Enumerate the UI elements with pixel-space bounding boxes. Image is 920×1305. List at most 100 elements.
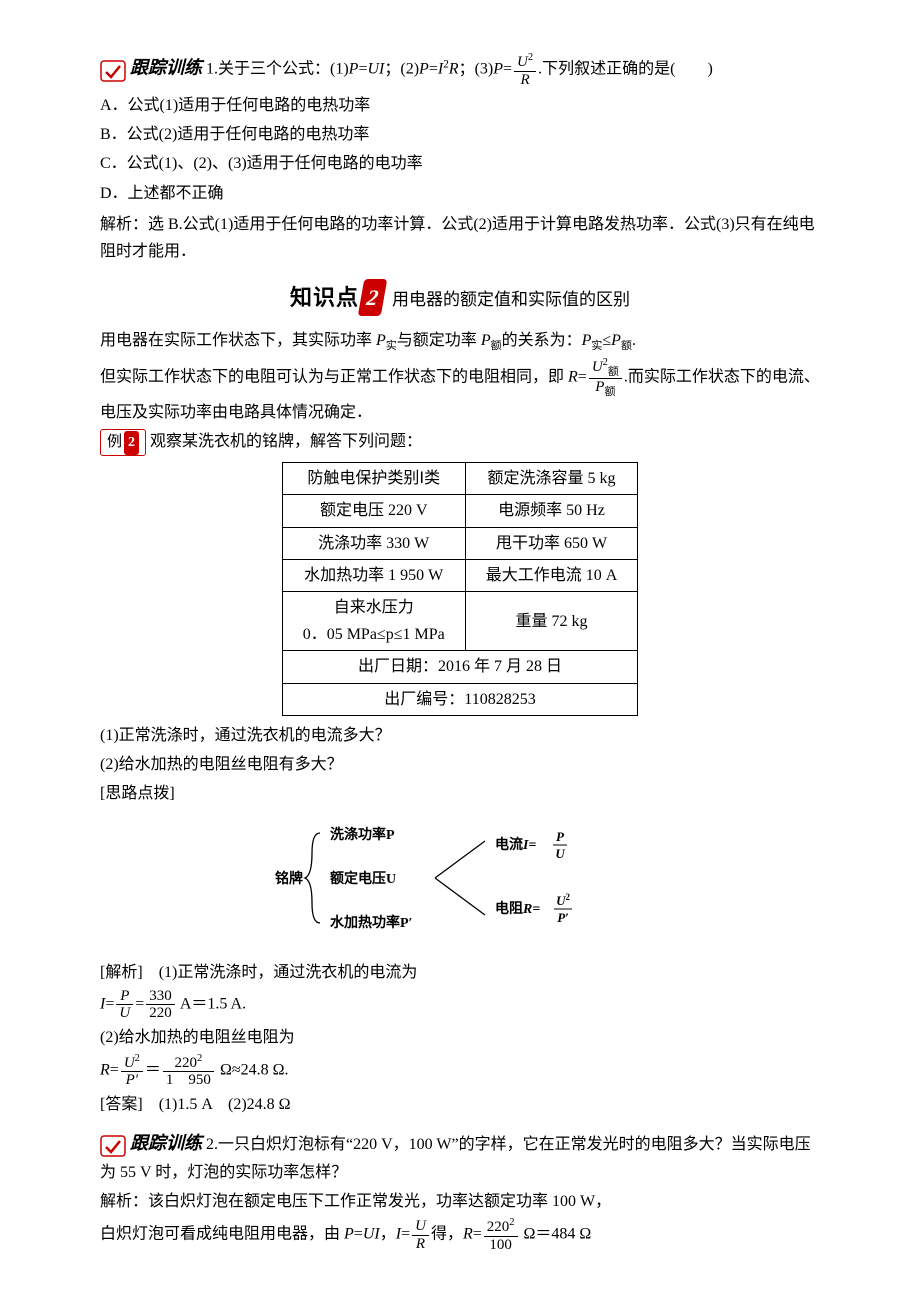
f3-num-2: 2 — [528, 52, 533, 63]
sol-s1: (1)正常洗涤时，通过洗衣机的电流为 — [159, 964, 418, 981]
body-para-2: 但实际工作状态下的电阻可认为与正常工作状态下的电阻相同，即 R=U2额P额.而实… — [100, 357, 820, 425]
t2-eq: = — [354, 1226, 363, 1243]
option-b: B．公式(2)适用于任何电路的电热功率 — [100, 121, 820, 148]
t-r5c2: 重量 72 kg — [465, 592, 638, 651]
b1-b: 与额定功率 — [397, 332, 481, 349]
body-para-1: 用电器在实际工作状态下，其实际功率 P实与额定功率 P额的关系为：P实≤P额. — [100, 327, 820, 356]
track1-answer: 解析：选 B.公式(1)适用于任何电路的功率计算．公式(2)适用于计算电路发热功… — [100, 211, 820, 265]
b2-num-U: U — [592, 359, 603, 375]
eq2-f2n-220: 220 — [175, 1055, 198, 1071]
eq2-R: R — [100, 1062, 110, 1079]
d-b1: 洗涤功率P — [330, 826, 395, 843]
question-number: 2. — [206, 1136, 218, 1153]
t2-f2n-2: 2 — [509, 1217, 514, 1228]
t-r1c1: 防触电保护类别Ⅰ类 — [282, 463, 465, 495]
eq1-tail: A＝1.5 A. — [177, 995, 246, 1012]
solution-s2: (2)给水加热的电阻丝电阻为 — [100, 1024, 820, 1051]
b2-R: R — [568, 369, 578, 386]
t-r2c1: 额定电压 220 V — [282, 495, 465, 527]
b1-c: 的关系为： — [502, 332, 582, 349]
t-r1c2: 额定洗涤容量 5 kg — [465, 463, 638, 495]
badge-label: 跟踪训练 — [130, 1133, 202, 1153]
example-badge: 例2 — [100, 429, 146, 457]
eq2-f2d: 1 950 — [163, 1072, 214, 1089]
t2-b: ， — [380, 1226, 396, 1243]
hint-label: [思路点拨] — [100, 780, 820, 807]
d-r2-den: P′ — [557, 910, 569, 925]
eq2-eq2: ＝ — [145, 1062, 161, 1079]
ex-stem: 观察某洗衣机的铭牌，解答下列问题： — [150, 433, 422, 450]
b1-le: ≤ — [602, 332, 611, 349]
t2-a: 白炽灯泡可看成纯电阻用电器，由 — [100, 1226, 344, 1243]
f2-eq: = — [429, 61, 438, 78]
d-b3: 水加热功率P′ — [330, 914, 413, 931]
track-practice-2: 跟踪训练 2.一只白炽灯泡标有“220 V，100 W”的字样，它在正常发光时的… — [100, 1128, 820, 1186]
t-r2c2: 电源频率 50 Hz — [465, 495, 638, 527]
t-r7: 出厂编号：110828253 — [282, 683, 638, 715]
solution-answer: [答案] (1)1.5 A (2)24.8 Ω — [100, 1091, 820, 1118]
b1-P4: P — [611, 332, 621, 349]
f2-R: R — [449, 61, 459, 78]
d-b2: 额定电压U — [330, 870, 396, 887]
badge-icon — [100, 1132, 126, 1159]
b1-P2: P — [481, 332, 491, 349]
eq1-f1n: P — [116, 988, 133, 1006]
t-r3c1: 洗涤功率 330 W — [282, 527, 465, 559]
ans-text: (1)1.5 A (2)24.8 Ω — [159, 1096, 291, 1113]
eq1-f2d: 220 — [146, 1005, 175, 1022]
ans-label: [答案] — [100, 1096, 143, 1113]
b2-num-sub: 额 — [608, 366, 619, 378]
b1-d: . — [632, 332, 636, 349]
t2-eq2: = — [401, 1226, 410, 1243]
ex-label: 例 — [107, 434, 122, 450]
t-r5c1a: 自来水压力 — [303, 594, 445, 621]
kp-label: 知识点 — [290, 285, 359, 310]
kp-title: 用电器的额定值和实际值的区别 — [392, 290, 630, 309]
eq2-f1n-U: U — [124, 1055, 135, 1071]
t2-eq3: = — [473, 1226, 482, 1243]
eq2-eq: = — [110, 1062, 119, 1079]
kp-num: 2 — [358, 279, 388, 316]
eq2-f2n-2: 2 — [197, 1053, 202, 1064]
solution-eq1: I=PU=330220 A＝1.5 A. — [100, 988, 820, 1022]
t2-UI: UI — [363, 1226, 380, 1243]
t2-f1n: U — [412, 1218, 429, 1236]
f1-P: P — [349, 61, 359, 78]
d-r1-den: U — [555, 846, 565, 861]
b2-a: 但实际工作状态下的电阻可认为与正常工作状态下的电阻相同，即 — [100, 369, 568, 386]
t-r3c2: 甩干功率 650 W — [465, 527, 638, 559]
b1-sub2: 额 — [491, 340, 502, 352]
question-1: (1)正常洗涤时，通过洗衣机的电流多大？ — [100, 722, 820, 749]
option-c: C．公式(1)、(2)、(3)适用于任何电路的电功率 — [100, 150, 820, 177]
t-r5c1b: 0．05 MPa≤p≤1 MPa — [303, 621, 445, 648]
b1-sub1: 实 — [386, 340, 397, 352]
ex-num: 2 — [124, 431, 139, 455]
b2-eq: = — [578, 369, 587, 386]
b1-P3: P — [582, 332, 592, 349]
t-r6: 出厂日期：2016 年 7 月 28 日 — [282, 651, 638, 683]
options: A．公式(1)适用于任何电路的电热功率 B．公式(2)适用于任何电路的电热功率 … — [100, 92, 820, 207]
option-a: A．公式(1)适用于任何电路的电热功率 — [100, 92, 820, 119]
f3-frac: U2R — [514, 52, 536, 88]
b1-sub3: 实 — [591, 340, 602, 352]
track-practice-1: 跟踪训练 1.关于三个公式：(1)P=UI；(2)P=I2R；(3)P=U2R.… — [100, 52, 820, 88]
spec-table: 防触电保护类别Ⅰ类额定洗涤容量 5 kg 额定电压 220 V电源频率 50 H… — [282, 462, 639, 716]
d-r2: 电阻R= — [495, 900, 540, 917]
f3-num-U: U — [517, 54, 528, 70]
d-root: 铭牌 — [275, 870, 303, 887]
t-r4c1: 水加热功率 1 950 W — [282, 559, 465, 591]
b1-P1: P — [376, 332, 386, 349]
t2-f1d: R — [412, 1236, 429, 1253]
question-number: 1. — [206, 61, 218, 78]
d-r2-num: U2 — [556, 892, 570, 908]
t2-P: P — [344, 1226, 354, 1243]
sol-label: [解析] — [100, 964, 143, 981]
knowledge-point-header: 知识点2用电器的额定值和实际值的区别 — [100, 279, 820, 316]
t2-f2d: 100 — [484, 1237, 518, 1254]
stem-b: ；(2) — [384, 61, 419, 78]
t2-R: R — [463, 1226, 473, 1243]
example-2-header: 例2 观察某洗衣机的铭牌，解答下列问题： — [100, 428, 820, 457]
eq2-f1d: P′ — [121, 1072, 143, 1089]
solution-eq2: R=U2P′＝22021 950 Ω≈24.8 Ω. — [100, 1053, 820, 1089]
stem-a: 关于三个公式：(1) — [218, 61, 349, 78]
